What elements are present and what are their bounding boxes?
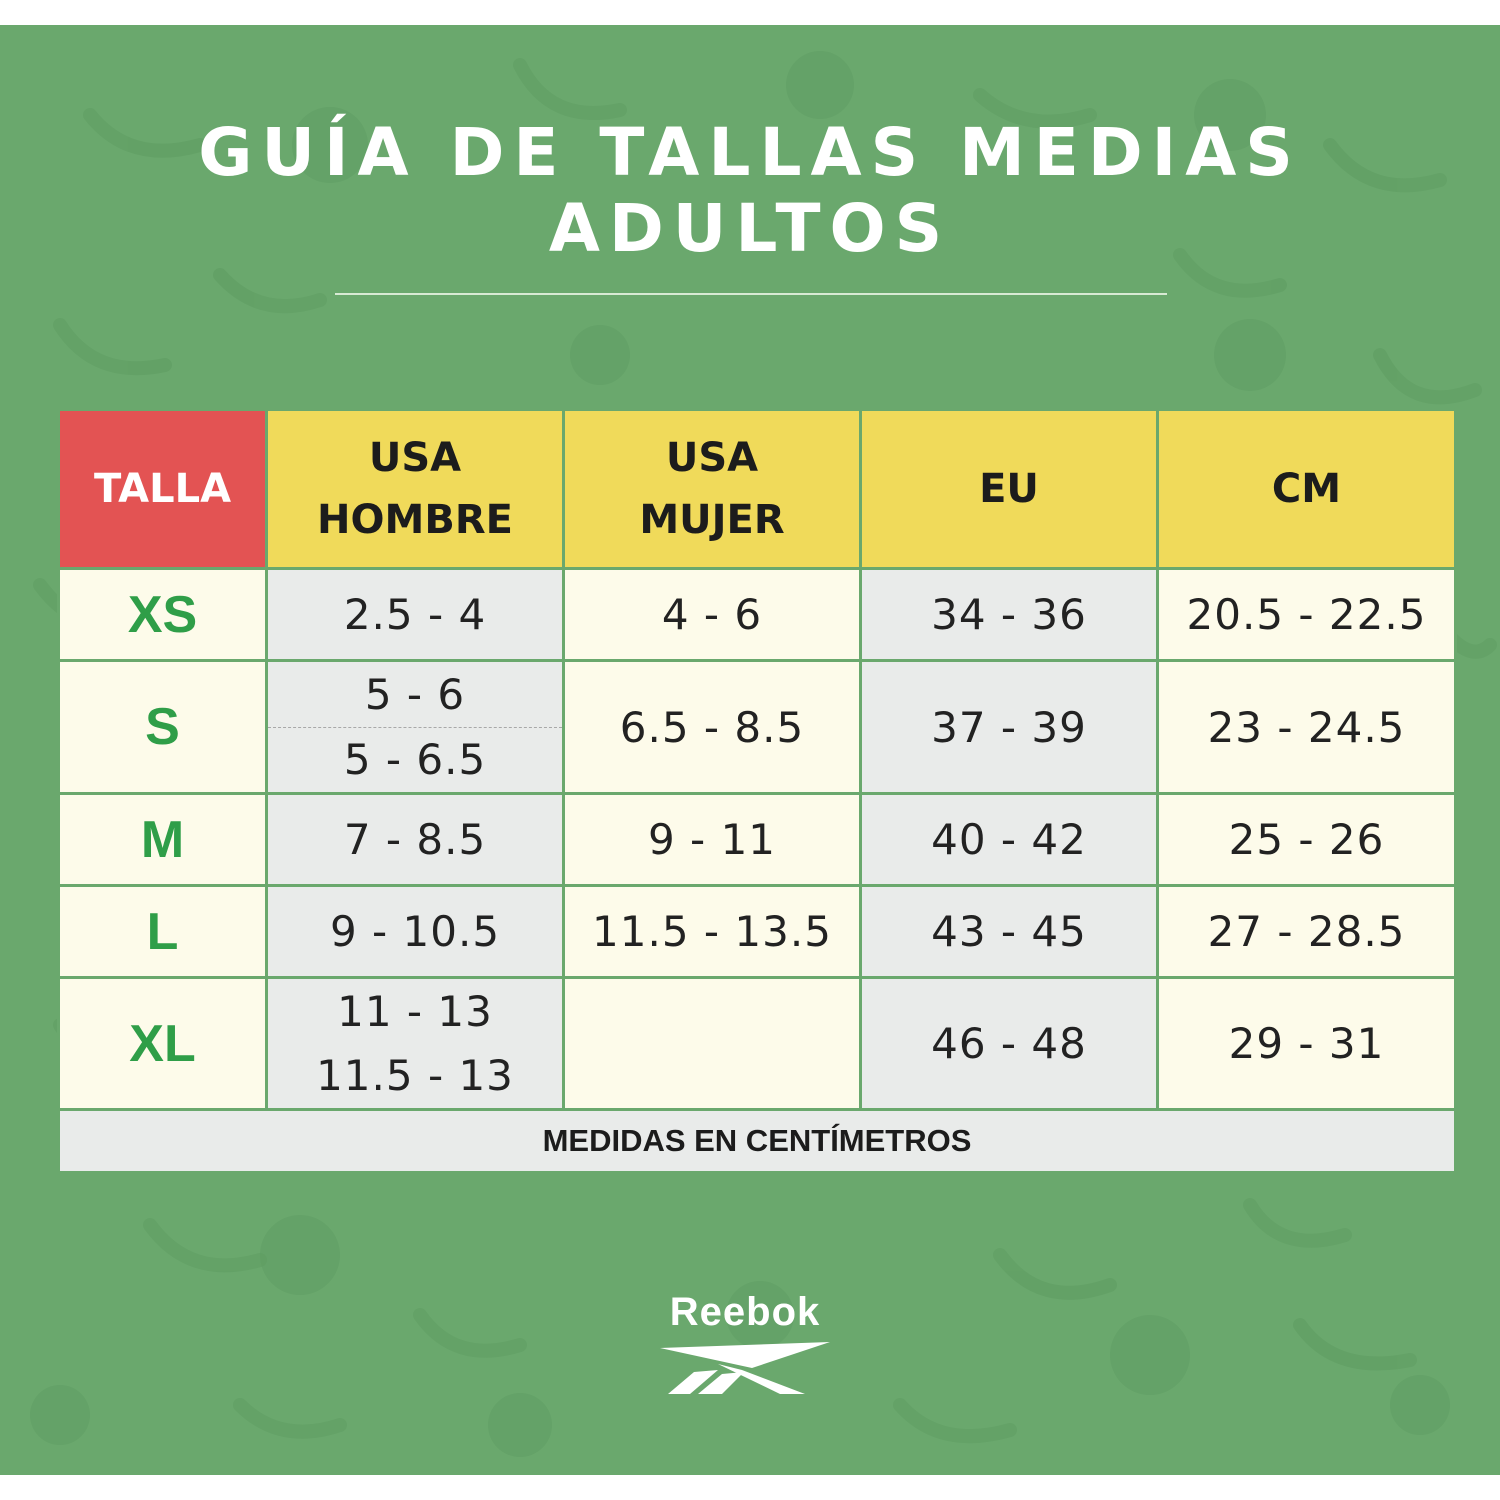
cell-usa-hombre-line-2: 5 - 6.5	[343, 734, 487, 784]
cell-usa-mujer: 11.5 - 13.5	[562, 884, 862, 979]
header-usa-mujer: USA MUJER	[562, 408, 862, 570]
header-eu: EU	[859, 408, 1159, 570]
cell-cm: 25 - 26	[1156, 792, 1457, 887]
size-label: S	[57, 659, 268, 795]
cell-usa-hombre: 9 - 10.5	[265, 884, 565, 979]
cell-usa-mujer: 9 - 11	[562, 792, 862, 887]
cell-usa-mujer	[562, 976, 862, 1111]
table-row-xl: XL 11 - 13 11.5 - 13 46 - 48 29 - 31	[57, 976, 1457, 1111]
cell-cm: 20.5 - 22.5	[1156, 567, 1457, 662]
size-label: L	[57, 884, 268, 979]
table-row-m: M 7 - 8.5 9 - 11 40 - 42 25 - 26	[57, 792, 1457, 887]
title-line-1: GUÍA DE TALLAS MEDIAS	[198, 114, 1302, 191]
cell-eu: 43 - 45	[859, 884, 1159, 979]
table-row-xs: XS 2.5 - 4 4 - 6 34 - 36 20.5 - 22.5	[57, 567, 1457, 662]
cell-usa-hombre: 5 - 6 5 - 6.5	[265, 659, 565, 795]
table-footer-row: MEDIDAS EN CENTÍMETROS	[57, 1108, 1457, 1174]
size-label: M	[57, 792, 268, 887]
reebok-vector-icon	[660, 1342, 830, 1394]
header-talla: TALLA	[57, 408, 268, 570]
size-label: XS	[57, 567, 268, 662]
size-label: XL	[57, 976, 268, 1111]
cell-usa-hombre: 2.5 - 4	[265, 567, 565, 662]
header-cm: CM	[1156, 408, 1457, 570]
header-usa-hombre: USA HOMBRE	[265, 408, 565, 570]
cell-eu: 37 - 39	[859, 659, 1159, 795]
table-row-l: L 9 - 10.5 11.5 - 13.5 43 - 45 27 - 28.5	[57, 884, 1457, 979]
cell-usa-hombre: 11 - 13 11.5 - 13	[265, 976, 565, 1111]
cell-usa-hombre-line-2: 11.5 - 13	[316, 1050, 514, 1100]
cell-usa-hombre-line-1: 11 - 13	[337, 986, 493, 1036]
measurement-note: MEDIDAS EN CENTÍMETROS	[57, 1108, 1457, 1174]
cell-eu: 46 - 48	[859, 976, 1159, 1111]
header-usa-mujer-line-2: MUJER	[639, 497, 785, 543]
cell-eu: 40 - 42	[859, 792, 1159, 887]
cell-usa-hombre-line-1: 5 - 6	[268, 663, 562, 728]
logo-wordmark: Reebok	[669, 1290, 821, 1334]
table-row-s: S 5 - 6 5 - 6.5 6.5 - 8.5 37 - 39 23 - 2…	[57, 659, 1457, 795]
cell-usa-mujer: 6.5 - 8.5	[562, 659, 862, 795]
cell-usa-hombre: 7 - 8.5	[265, 792, 565, 887]
header-usa-hombre-line-1: USA	[368, 435, 462, 481]
title-line-2: ADULTOS	[548, 190, 952, 267]
size-guide-panel: GUÍA DE TALLAS MEDIAS ADULTOS TALLA USA …	[0, 25, 1500, 1475]
cell-cm: 29 - 31	[1156, 976, 1457, 1111]
cell-eu: 34 - 36	[859, 567, 1159, 662]
size-table: TALLA USA HOMBRE USA MUJER EU CM XS 2.5 …	[57, 408, 1457, 1174]
table-header-row: TALLA USA HOMBRE USA MUJER EU CM	[57, 408, 1457, 570]
cell-usa-mujer: 4 - 6	[562, 567, 862, 662]
cell-cm: 27 - 28.5	[1156, 884, 1457, 979]
page-title: GUÍA DE TALLAS MEDIAS ADULTOS	[0, 115, 1500, 267]
title-divider	[335, 293, 1167, 295]
reebok-logo: Reebok	[640, 1290, 850, 1400]
header-usa-mujer-line-1: USA	[665, 435, 759, 481]
cell-cm: 23 - 24.5	[1156, 659, 1457, 795]
header-usa-hombre-line-2: HOMBRE	[317, 497, 513, 543]
